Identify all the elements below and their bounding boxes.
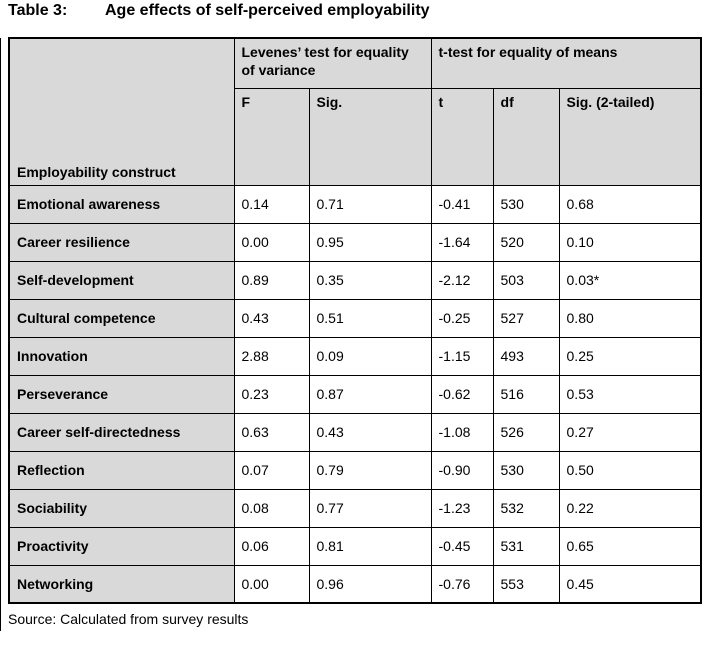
table-caption: Table 3: Age effects of self-perceived em… <box>8 1 713 21</box>
value-cell: 0.53 <box>558 374 702 414</box>
value-cell: -0.62 <box>430 374 494 414</box>
construct-cell: Career self-directedness <box>8 412 235 452</box>
value-cell: 531 <box>492 526 560 566</box>
value-cell: 553 <box>492 564 560 604</box>
col-header-t: t <box>430 87 494 186</box>
value-cell: 0.23 <box>233 374 310 414</box>
value-cell: 0.50 <box>558 450 702 490</box>
value-cell: 0.09 <box>308 336 432 376</box>
value-cell: 0.77 <box>308 488 432 528</box>
value-cell: 0.80 <box>558 298 702 338</box>
value-cell: 0.43 <box>233 298 310 338</box>
construct-cell: Self-development <box>8 260 235 300</box>
value-cell: 493 <box>492 336 560 376</box>
value-cell: 0.03* <box>558 260 702 300</box>
value-cell: 0.07 <box>233 450 310 490</box>
value-cell: 0.51 <box>308 298 432 338</box>
header-columns-row: F Sig. t df Sig. (2-tailed) <box>9 87 702 186</box>
ttest-group-header: t-test for equality of means <box>430 37 702 89</box>
table-row: Emotional awareness 0.14 0.71 -0.41 530 … <box>8 184 702 224</box>
value-cell: 0.43 <box>308 412 432 452</box>
col-header-sig: Sig. <box>308 87 432 186</box>
value-cell: -1.23 <box>430 488 494 528</box>
table-row: Self-development 0.89 0.35 -2.12 503 0.0… <box>8 260 702 300</box>
value-cell: -0.45 <box>430 526 494 566</box>
construct-cell: Cultural competence <box>8 298 235 338</box>
value-cell: 0.35 <box>308 260 432 300</box>
value-cell: 527 <box>492 298 560 338</box>
construct-cell: Innovation <box>8 336 235 376</box>
header-group-row: Employability construct Levenes’ test fo… <box>8 37 702 186</box>
value-cell: 530 <box>492 184 560 224</box>
table-row: Career resilience 0.00 0.95 -1.64 520 0.… <box>8 222 702 262</box>
value-cell: 532 <box>492 488 560 528</box>
col-header-df: df <box>492 87 560 186</box>
col-header-f: F <box>233 87 310 186</box>
value-cell: -0.25 <box>430 298 494 338</box>
value-cell: 0.00 <box>233 222 310 262</box>
value-cell: 0.68 <box>558 184 702 224</box>
value-cell: -1.15 <box>430 336 494 376</box>
value-cell: 503 <box>492 260 560 300</box>
value-cell: 0.65 <box>558 526 702 566</box>
value-cell: -0.90 <box>430 450 494 490</box>
value-cell: 520 <box>492 222 560 262</box>
value-cell: 2.88 <box>233 336 310 376</box>
value-cell: -0.41 <box>430 184 494 224</box>
table-row: Cultural competence 0.43 0.51 -0.25 527 … <box>8 298 702 338</box>
value-cell: 0.10 <box>558 222 702 262</box>
value-cell: 0.14 <box>233 184 310 224</box>
table-row: Reflection 0.07 0.79 -0.90 530 0.50 <box>8 450 702 490</box>
value-cell: 0.22 <box>558 488 702 528</box>
results-table: Employability construct Levenes’ test fo… <box>8 37 703 604</box>
value-cell: 0.06 <box>233 526 310 566</box>
construct-cell: Proactivity <box>8 526 235 566</box>
construct-cell: Networking <box>8 564 235 604</box>
value-cell: 0.25 <box>558 336 702 376</box>
table-row: Networking 0.00 0.96 -0.76 553 0.45 <box>8 564 702 604</box>
value-cell: 0.45 <box>558 564 702 604</box>
value-cell: 0.71 <box>308 184 432 224</box>
table-row: Career self-directedness 0.63 0.43 -1.08… <box>8 412 702 452</box>
value-cell: 0.96 <box>308 564 432 604</box>
value-cell: 0.63 <box>233 412 310 452</box>
value-cell: 0.79 <box>308 450 432 490</box>
value-cell: -1.08 <box>430 412 494 452</box>
col-header-sig2: Sig. (2-tailed) <box>558 87 702 186</box>
value-cell: 0.87 <box>308 374 432 414</box>
row-header-label: Employability construct <box>8 37 235 186</box>
table-row: Innovation 2.88 0.09 -1.15 493 0.25 <box>8 336 702 376</box>
value-cell: 0.95 <box>308 222 432 262</box>
value-cell: -1.64 <box>430 222 494 262</box>
table-title: Age effects of self-perceived employabil… <box>105 2 430 19</box>
value-cell: 0.08 <box>233 488 310 528</box>
table-number: Table 3: <box>8 2 68 19</box>
value-cell: 516 <box>492 374 560 414</box>
value-cell: -0.76 <box>430 564 494 604</box>
left-edge-border <box>0 38 1 631</box>
value-cell: 0.00 <box>233 564 310 604</box>
construct-cell: Sociability <box>8 488 235 528</box>
value-cell: 0.81 <box>308 526 432 566</box>
table-row: Perseverance 0.23 0.87 -0.62 516 0.53 <box>8 374 702 414</box>
value-cell: -2.12 <box>430 260 494 300</box>
value-cell: 0.27 <box>558 412 702 452</box>
value-cell: 526 <box>492 412 560 452</box>
construct-cell: Reflection <box>8 450 235 490</box>
table-row: Sociability 0.08 0.77 -1.23 532 0.22 <box>8 488 702 528</box>
source-note: Source: Calculated from survey results <box>8 611 249 627</box>
construct-cell: Emotional awareness <box>8 184 235 224</box>
table-row: Proactivity 0.06 0.81 -0.45 531 0.65 <box>8 526 702 566</box>
value-cell: 530 <box>492 450 560 490</box>
construct-cell: Career resilience <box>8 222 235 262</box>
value-cell: 0.89 <box>233 260 310 300</box>
construct-cell: Perseverance <box>8 374 235 414</box>
levene-group-header: Levenes’ test for equality of variance <box>233 37 432 89</box>
